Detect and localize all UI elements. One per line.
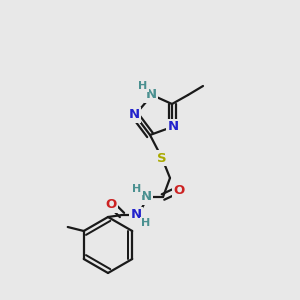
Text: H: H <box>132 184 142 194</box>
Text: N: N <box>128 109 140 122</box>
Text: H: H <box>138 81 148 91</box>
Text: S: S <box>157 152 167 164</box>
Text: N: N <box>130 208 142 221</box>
Text: N: N <box>140 190 152 203</box>
Text: O: O <box>105 199 117 212</box>
Text: O: O <box>173 184 184 196</box>
Text: N: N <box>167 121 178 134</box>
Text: H: H <box>141 218 151 228</box>
Text: N: N <box>146 88 157 101</box>
